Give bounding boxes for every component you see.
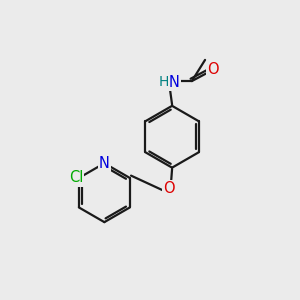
Text: N: N xyxy=(169,75,180,90)
Text: N: N xyxy=(99,156,110,171)
Text: O: O xyxy=(207,62,219,77)
Text: H: H xyxy=(159,75,169,89)
Text: O: O xyxy=(163,182,175,196)
Text: Cl: Cl xyxy=(69,170,83,185)
